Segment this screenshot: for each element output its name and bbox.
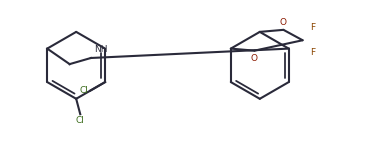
Text: Cl: Cl xyxy=(79,86,88,95)
Text: NH: NH xyxy=(94,45,108,54)
Text: O: O xyxy=(251,54,258,63)
Text: O: O xyxy=(280,18,287,27)
Text: F: F xyxy=(310,48,315,57)
Text: Cl: Cl xyxy=(76,116,85,125)
Text: F: F xyxy=(310,23,315,32)
